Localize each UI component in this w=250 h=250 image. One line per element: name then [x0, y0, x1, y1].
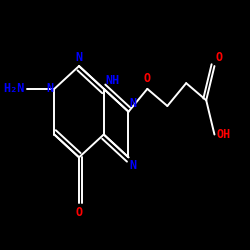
Text: N: N	[76, 51, 82, 64]
Text: N: N	[46, 82, 53, 95]
Text: O: O	[76, 206, 82, 219]
Text: O: O	[216, 51, 223, 64]
Text: N: N	[130, 159, 137, 172]
Text: H₂N: H₂N	[4, 82, 25, 95]
Text: N: N	[130, 97, 137, 110]
Text: O: O	[144, 72, 151, 85]
Text: NH: NH	[105, 74, 119, 87]
Text: OH: OH	[217, 128, 231, 141]
